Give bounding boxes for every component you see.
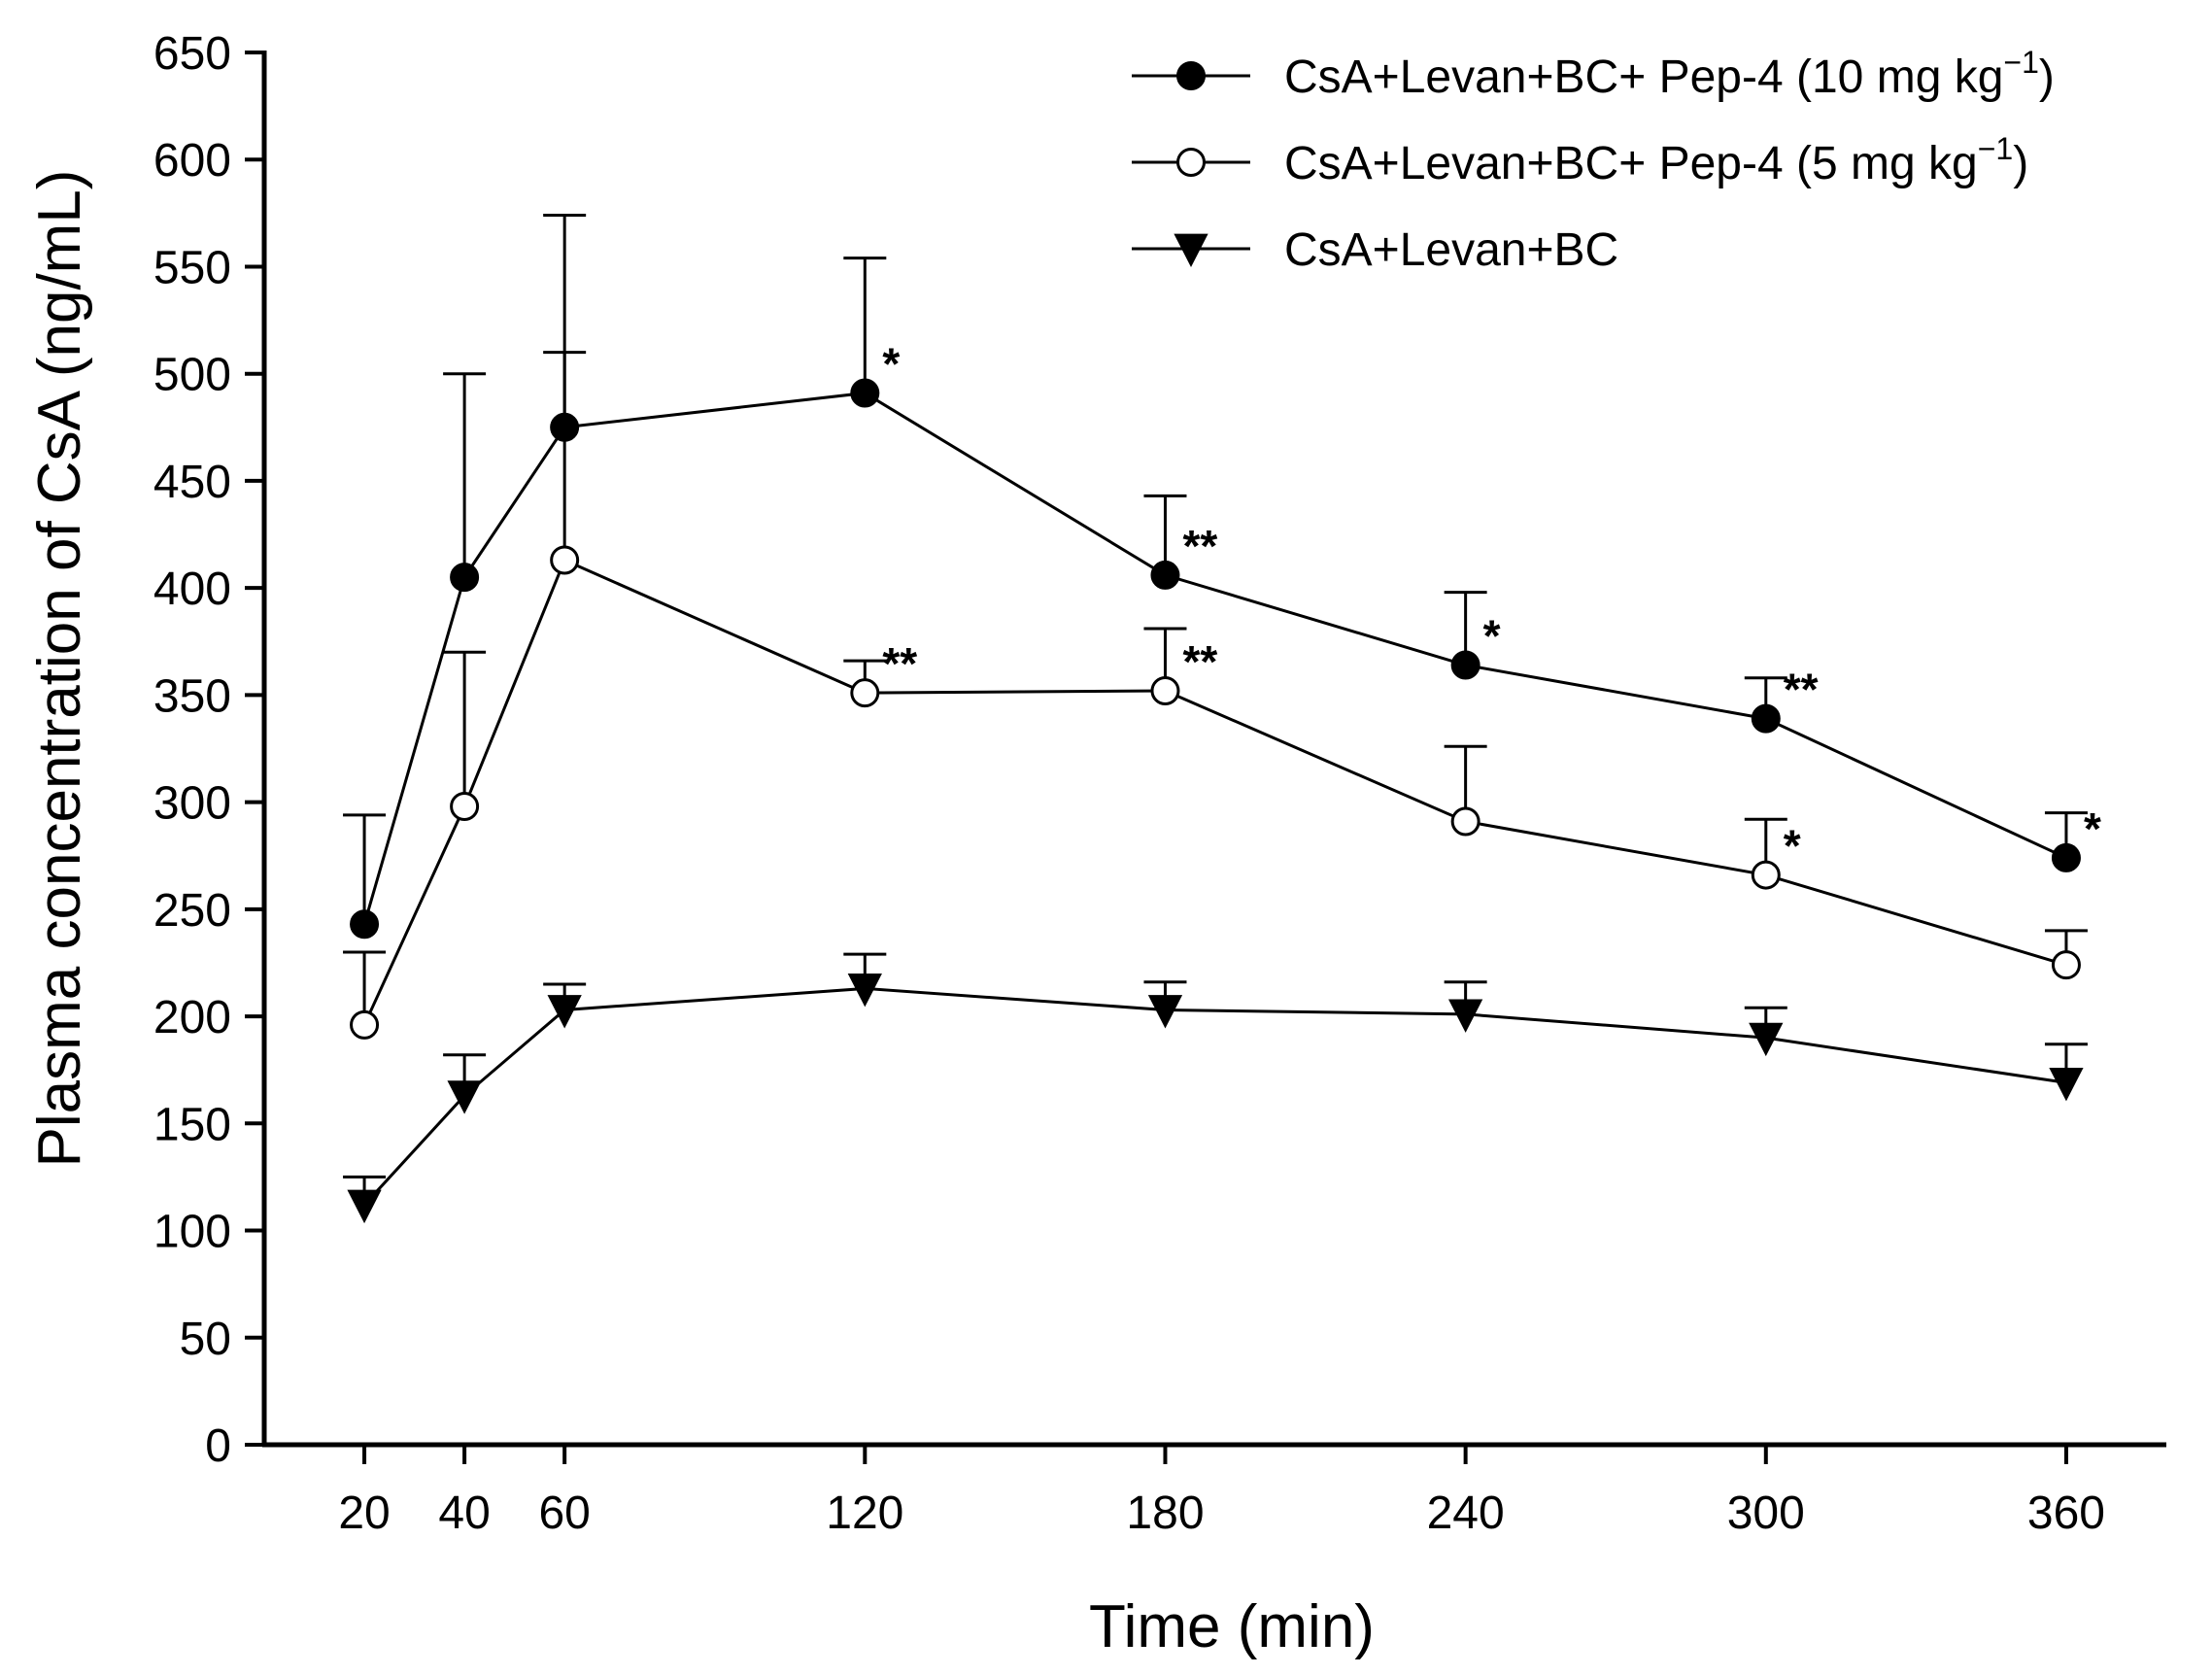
y-tick-label: 0	[205, 1420, 231, 1472]
data-point	[2051, 842, 2081, 872]
data-point	[1150, 675, 1180, 705]
significance-label: **	[882, 638, 917, 689]
legend-item: CsA+Levan+BC	[1132, 224, 1618, 276]
x-tick-label: 180	[1126, 1487, 1204, 1539]
data-point	[450, 563, 480, 593]
legend-marker	[1174, 233, 1208, 267]
legend-item: CsA+Levan+BC+ Pep-4 (10 mg kg−1)	[1132, 45, 2055, 103]
y-tick-label: 50	[180, 1314, 231, 1365]
data-point	[347, 1189, 382, 1224]
data-point	[1751, 860, 1781, 890]
y-tick-label: 450	[153, 457, 231, 508]
legend-item: CsA+Levan+BC+ Pep-4 (5 mg kg−1)	[1132, 131, 2028, 189]
data-point	[450, 792, 480, 822]
data-point	[1150, 560, 1180, 590]
legend-label: CsA+Levan+BC+ Pep-4 (10 mg kg−1)	[1284, 45, 2055, 103]
series-3	[343, 952, 2088, 1224]
y-tick-label: 250	[153, 885, 231, 937]
y-axis-title: Plasma concentration of CsA (ng/mL)	[26, 170, 93, 1168]
data-point	[850, 378, 880, 408]
data-point	[2051, 950, 2081, 980]
data-point	[550, 545, 580, 575]
y-tick-label: 600	[153, 135, 231, 187]
data-point	[547, 995, 582, 1029]
series-line	[362, 986, 2067, 1207]
y-tick-label: 400	[153, 564, 231, 615]
data-point	[1447, 999, 1483, 1033]
legend-marker	[1176, 148, 1206, 177]
significance-label: **	[1182, 521, 1217, 571]
data-point	[847, 974, 882, 1008]
y-tick-label: 350	[153, 670, 231, 722]
y-tick-label: 550	[153, 242, 231, 293]
significance-label: *	[2084, 803, 2101, 854]
x-tick-label: 60	[538, 1487, 590, 1539]
data-point	[350, 909, 380, 940]
series-2: ** ***	[343, 351, 2088, 1040]
data-point	[350, 1009, 380, 1040]
series-line	[362, 558, 2067, 1026]
data-point	[1749, 1022, 1784, 1057]
data-point	[1147, 995, 1183, 1029]
series-1: *******	[343, 214, 2101, 940]
series-line	[362, 391, 2067, 925]
x-tick-label: 360	[2027, 1487, 2105, 1539]
significance-label: *	[1784, 821, 1801, 872]
data-point	[447, 1080, 482, 1114]
y-tick-label: 650	[153, 28, 231, 80]
significance-label: *	[1483, 611, 1501, 662]
significance-label: **	[1182, 636, 1217, 687]
legend-label: CsA+Levan+BC+ Pep-4 (5 mg kg−1)	[1284, 131, 2028, 189]
x-tick-label: 20	[338, 1487, 390, 1539]
legend: CsA+Levan+BC+ Pep-4 (10 mg kg−1) CsA+Leva…	[1132, 45, 2055, 276]
data-point	[1751, 703, 1781, 734]
significance-label: *	[882, 339, 900, 390]
data-point	[1450, 650, 1480, 680]
x-tick-label: 300	[1727, 1487, 1805, 1539]
significance-label: **	[1784, 665, 1819, 715]
legend-marker	[1176, 61, 1206, 90]
data-point	[2049, 1068, 2084, 1102]
y-tick-label: 500	[153, 350, 231, 401]
y-tick-label: 300	[153, 778, 231, 830]
y-tick-label: 200	[153, 992, 231, 1043]
legend-label: CsA+Levan+BC	[1284, 224, 1618, 276]
y-tick-label: 100	[153, 1207, 231, 1258]
series-layer: ********* ***	[343, 214, 2101, 1224]
x-tick-label: 40	[438, 1487, 490, 1539]
data-point	[1450, 806, 1480, 837]
x-tick-label: 120	[826, 1487, 903, 1539]
x-tick-label: 240	[1427, 1487, 1505, 1539]
x-axis-title: Time (min)	[1089, 1593, 1375, 1660]
data-point	[850, 678, 880, 708]
axes: 0 50 100 150 200 250 300 350 400 450 500 550 600 650 2…	[153, 28, 2166, 1539]
y-tick-label: 150	[153, 1099, 231, 1150]
